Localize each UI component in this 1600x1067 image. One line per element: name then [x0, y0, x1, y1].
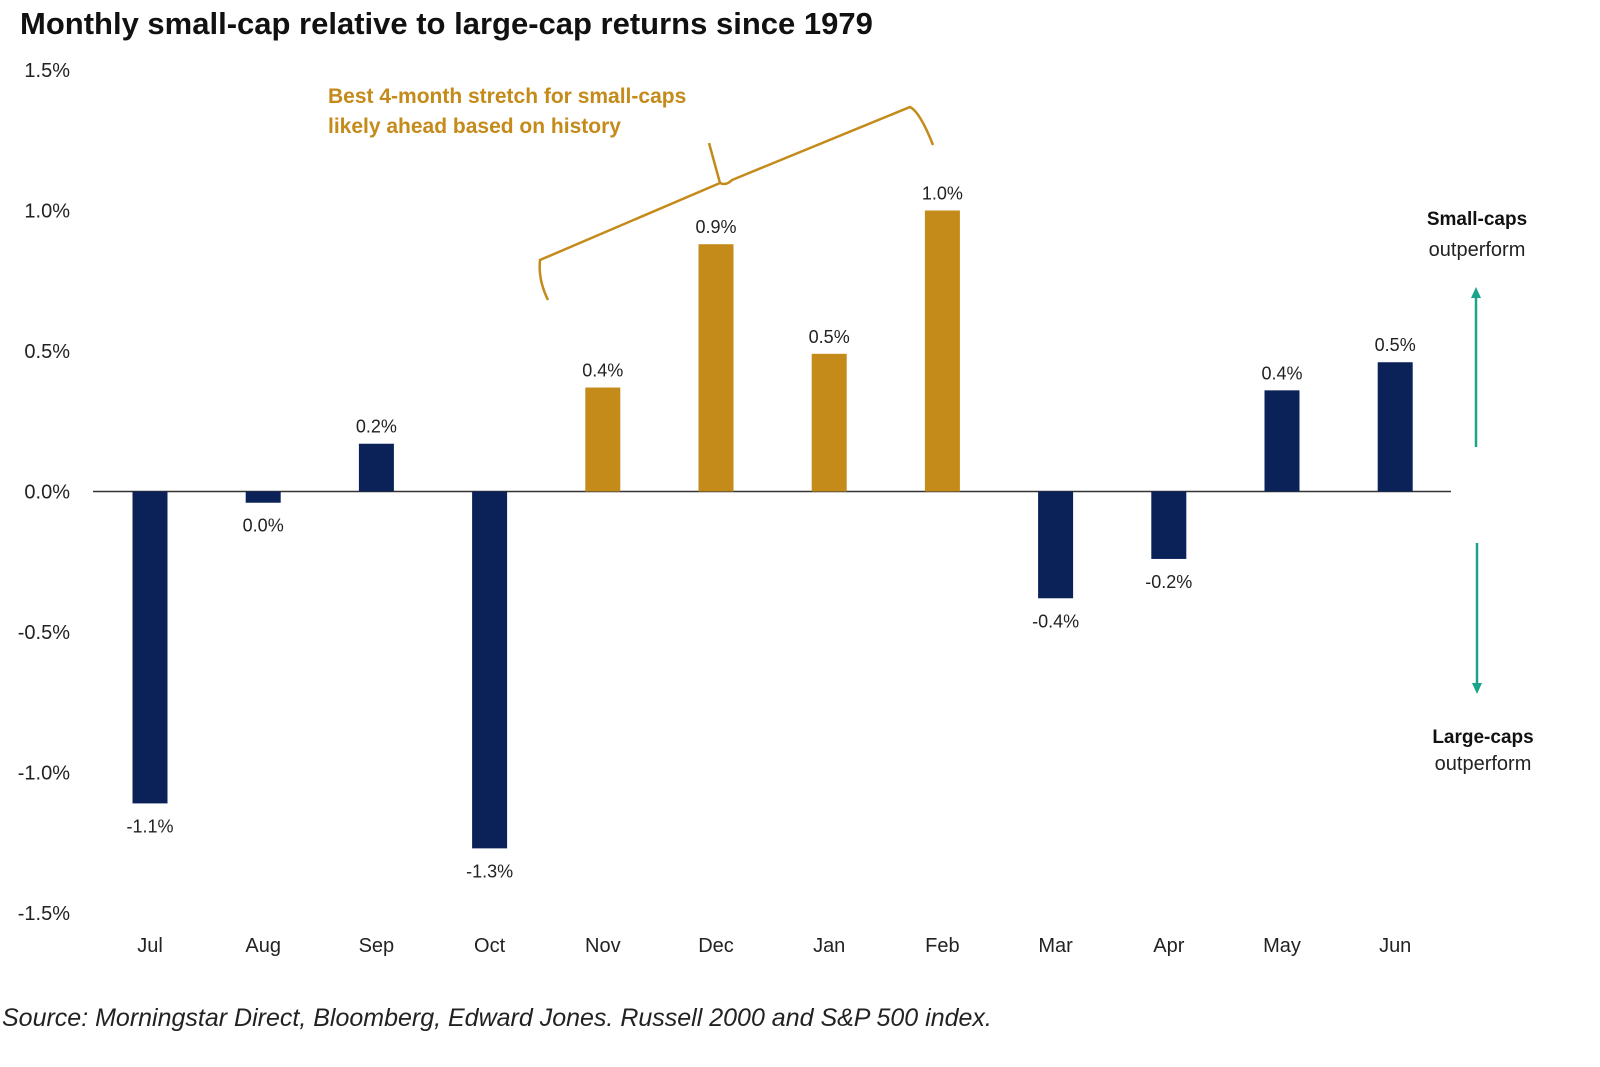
data-label: -0.2% [1145, 572, 1192, 592]
y-tick-label: 0.0% [24, 482, 70, 504]
chart-title: Monthly small-cap relative to large-cap … [20, 6, 873, 41]
large-caps-label: Large-caps [1432, 727, 1533, 748]
data-label: 0.5% [809, 327, 850, 347]
annotation-line-2: likely ahead based on history [328, 115, 621, 138]
bar-aug [245, 491, 281, 503]
bar-jun [1377, 362, 1413, 492]
data-label: 0.2% [356, 417, 397, 437]
x-tick-label: Feb [925, 935, 959, 957]
data-label: -1.1% [126, 816, 173, 836]
source-note: Source: Morningstar Direct, Bloomberg, E… [2, 1004, 992, 1032]
x-tick-label: Jan [813, 935, 845, 957]
bar-mar [1038, 491, 1074, 599]
bar-jan [811, 353, 847, 492]
x-tick-label: Aug [245, 935, 281, 957]
bar-oct [472, 491, 508, 849]
bar-dec [698, 244, 734, 492]
y-tick-label: -0.5% [18, 622, 70, 644]
x-tick-label: Sep [359, 935, 395, 957]
data-label: 1.0% [922, 184, 963, 204]
small-caps-label: Small-caps [1427, 209, 1527, 230]
data-label: -0.4% [1032, 611, 1079, 631]
y-tick-label: 0.5% [24, 341, 70, 363]
data-label: 0.4% [1261, 363, 1302, 383]
x-tick-label: Nov [585, 935, 621, 957]
y-tick-label: 1.0% [24, 201, 70, 223]
x-tick-label: Jun [1379, 935, 1411, 957]
bar-sep [358, 443, 394, 492]
down-arrow-icon [1472, 543, 1482, 694]
large-caps-sublabel: outperform [1435, 753, 1532, 775]
bar-nov [585, 387, 621, 492]
data-label: 0.9% [695, 217, 736, 237]
bar-jul [132, 491, 168, 804]
annotation-brace [538, 105, 935, 301]
x-tick-label: Dec [698, 935, 734, 957]
data-label: 0.0% [243, 516, 284, 536]
annotation-line-1: Best 4-month stretch for small-caps [328, 85, 686, 108]
data-label: 0.4% [582, 361, 623, 381]
y-tick-label: 1.5% [24, 60, 70, 82]
x-tick-label: Apr [1153, 935, 1184, 957]
data-label: 0.5% [1375, 335, 1416, 355]
data-label: -1.3% [466, 861, 513, 881]
x-tick-label: Mar [1038, 935, 1073, 957]
y-tick-label: -1.5% [18, 903, 70, 925]
bar-feb [924, 210, 960, 492]
y-tick-label: -1.0% [18, 763, 70, 785]
bar-apr [1151, 491, 1187, 559]
x-tick-label: Jul [137, 935, 163, 957]
up-arrow-icon [1471, 287, 1481, 447]
x-tick-label: May [1263, 935, 1301, 957]
bar-may [1264, 390, 1300, 492]
small-caps-sublabel: outperform [1429, 239, 1526, 261]
x-tick-label: Oct [474, 935, 506, 957]
